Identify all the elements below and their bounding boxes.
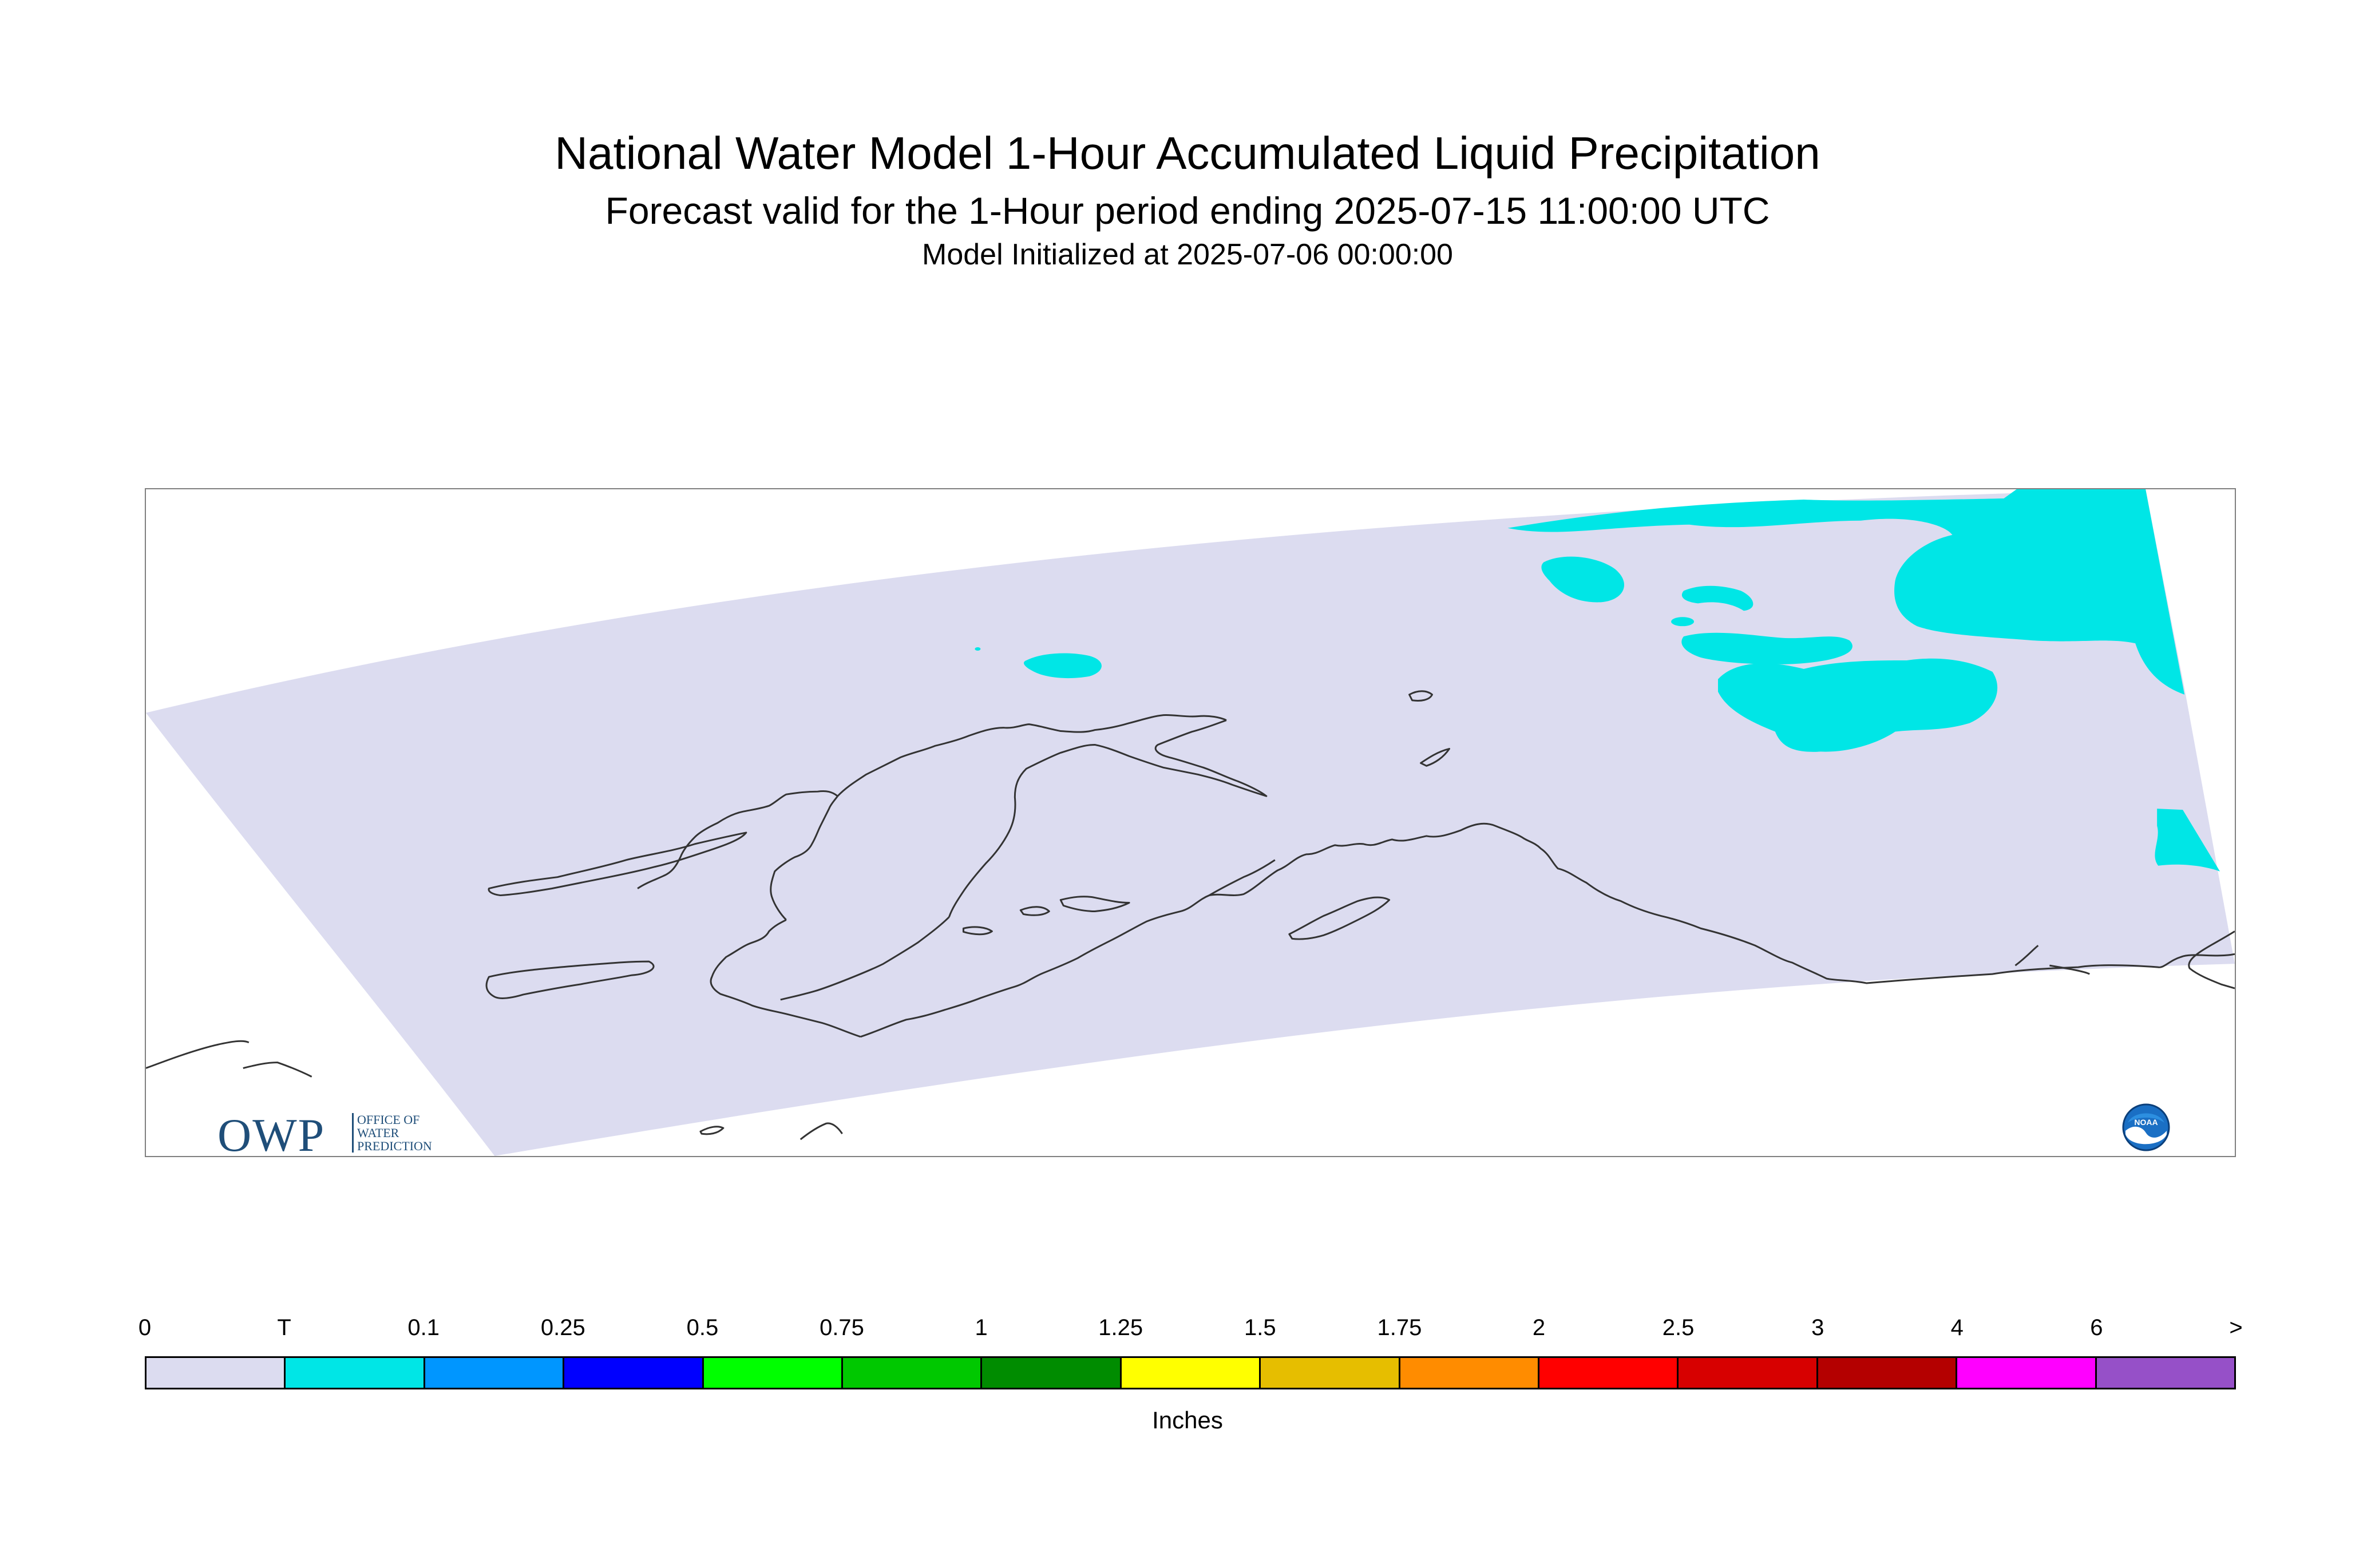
precip-area-northeast	[1507, 489, 2185, 695]
legend-bin-8	[1261, 1358, 1400, 1388]
legend-tick-label: 4	[1950, 1315, 1964, 1340]
noaa-logo-text: NOAA	[2134, 1118, 2158, 1127]
noaa-logo: NOAA	[2122, 1103, 2170, 1151]
map-subtitle: Forecast valid for the 1-Hour period end…	[605, 189, 1770, 232]
legend-bin-2	[425, 1358, 565, 1388]
kuskokwim-coast	[637, 790, 839, 921]
legend-bin-14	[2096, 1358, 2235, 1388]
precip-area-east-edge	[2155, 809, 2220, 872]
legend-tick-label: 0.25	[540, 1315, 585, 1340]
legend-bin-10	[1539, 1358, 1679, 1388]
alaska-peninsula-south	[1209, 859, 1276, 896]
legend-bin-9	[1400, 1358, 1540, 1388]
legend-tick-label: 6	[2090, 1315, 2103, 1340]
legend-tick-label: 1.5	[1244, 1315, 1276, 1340]
legend-tick-label: >	[2229, 1315, 2243, 1340]
precip-area-large-blob	[1717, 658, 1998, 752]
peninsula-island-chain	[1059, 896, 1130, 912]
peninsula-coast	[780, 916, 950, 1001]
legend-bin-11	[1679, 1358, 1818, 1388]
legend-bin-5	[843, 1358, 983, 1388]
precip-area-tail	[1681, 632, 1852, 664]
norton-sound-coast	[948, 719, 1268, 917]
kodiak-island	[1288, 896, 1391, 940]
coastlines	[146, 690, 2235, 1141]
precip-area-west	[1024, 653, 1102, 679]
legend-bin-6	[982, 1358, 1122, 1388]
bristol-bay-coast	[710, 919, 861, 1038]
small-island-north-b	[1420, 747, 1451, 767]
legend-tick-label: 0.5	[686, 1315, 719, 1340]
small-island-north-a	[1408, 690, 1434, 702]
canada-coast	[2188, 930, 2235, 989]
mainland-coastline	[860, 822, 2235, 1038]
nunivak-island	[485, 960, 655, 999]
legend-tick-label: 0.1	[407, 1315, 440, 1340]
legend-bin-12	[1818, 1358, 1958, 1388]
legend-tick-label: 0	[138, 1315, 152, 1340]
map-title: National Water Model 1-Hour Accumulated …	[555, 128, 1820, 179]
legend-tick-label: 0.75	[820, 1315, 864, 1340]
map-panel: OWP OFFICE OF WATER PREDICTION NOAA	[145, 488, 2236, 1157]
precip-area-dot	[975, 647, 981, 651]
legend-tick-label: T	[277, 1315, 291, 1340]
legend-bin-3	[564, 1358, 704, 1388]
precip-area-small-a	[1681, 585, 1753, 611]
chukotka-coast	[146, 1040, 312, 1078]
st-lawrence-island	[488, 831, 747, 897]
legend-bin-7	[1121, 1358, 1261, 1388]
owp-logo-subtitle: OFFICE OF WATER PREDICTION	[352, 1113, 432, 1153]
yukon-coast-east	[2014, 945, 2090, 975]
legend-tick-label: 2	[1532, 1315, 1546, 1340]
legend-tick-label: 1.25	[1098, 1315, 1143, 1340]
map-canvas	[146, 489, 2235, 1156]
yukon-delta-coast	[837, 714, 1227, 797]
legend-bin-13	[1957, 1358, 2097, 1388]
legend-tick-label: 1.75	[1377, 1315, 1422, 1340]
owp-logo-letters: OWP	[217, 1109, 326, 1157]
legend-bin-0	[147, 1358, 286, 1388]
legend-colorbar	[145, 1356, 2236, 1389]
pribilof-island-a	[962, 926, 993, 936]
aleutian-west	[799, 1122, 843, 1141]
aleutian-west-b	[699, 1126, 725, 1135]
legend-bin-4	[703, 1358, 844, 1388]
owp-logo-line-1: OFFICE OF	[357, 1112, 420, 1127]
owp-logo-line-2: WATER	[357, 1126, 399, 1140]
legend-tick-label: 1	[975, 1315, 988, 1340]
precip-area-mid-north	[1541, 556, 1625, 603]
precip-area-small-b	[1671, 617, 1695, 627]
legend-tick-label: 2.5	[1662, 1315, 1695, 1340]
trace-precip-areas	[975, 489, 2220, 872]
legend-bin-1	[286, 1358, 425, 1388]
pribilof-island-b	[1019, 906, 1050, 916]
legend-units-label: Inches	[1152, 1407, 1223, 1434]
model-init-line: Model Initialized at 2025-07-06 00:00:00	[922, 238, 1453, 271]
owp-logo-line-3: PREDICTION	[357, 1139, 432, 1153]
legend-tick-label: 3	[1811, 1315, 1824, 1340]
